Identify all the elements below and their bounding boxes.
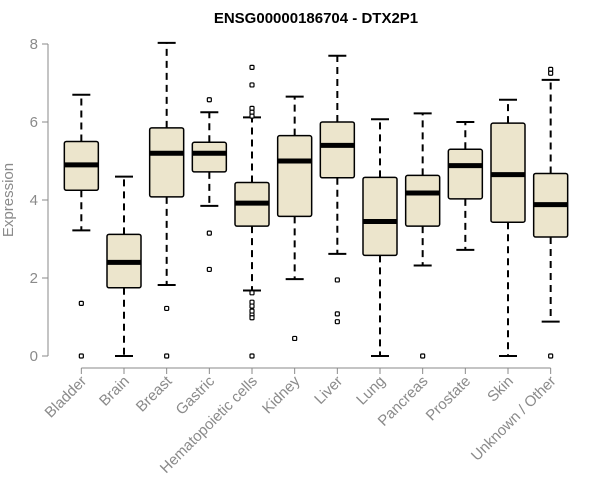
outlier-point (249, 303, 255, 309)
x-tick-label: Liver (311, 373, 346, 408)
box (319, 121, 356, 179)
outlier-point (249, 64, 255, 71)
outlier-point (78, 353, 84, 359)
outlier-point (164, 305, 170, 312)
outlier-point (249, 315, 255, 321)
x-tick-label: Kidney (259, 372, 304, 417)
box-group (191, 97, 228, 273)
outlier-point (206, 97, 212, 103)
outlier-point (206, 230, 212, 236)
box (404, 174, 441, 227)
box-group (319, 54, 356, 325)
outlier-point (334, 311, 340, 317)
y-axis-label: Expression (0, 163, 17, 237)
plot-area (63, 41, 569, 359)
outlier-point (548, 353, 554, 359)
x-tick-label: Brain (96, 373, 133, 410)
box-group (234, 64, 270, 359)
y-tick-label: 4 (30, 192, 38, 209)
box-group (63, 93, 100, 359)
box-group (490, 98, 526, 357)
chart-title: ENSG00000186704 - DTX2P1 (214, 10, 418, 27)
box-group (362, 118, 398, 357)
outlier-point (78, 300, 84, 306)
x-tick-label: Lung (353, 373, 389, 409)
x-tick-label: Skin (484, 373, 517, 406)
y-axis: 0 2 4 6 8 (30, 36, 49, 365)
outlier-point (334, 319, 340, 325)
outlier-point (249, 353, 255, 359)
box (447, 148, 484, 200)
outlier-point (249, 113, 255, 119)
y-tick-label: 2 (30, 270, 38, 287)
box-group (404, 112, 441, 359)
x-tick-label: Breast (133, 372, 176, 415)
outlier-point (420, 353, 426, 359)
box-group (276, 95, 313, 342)
outlier-point (548, 70, 554, 76)
x-tick-label: Prostate (423, 373, 475, 425)
box (276, 134, 313, 218)
x-tick-label: Bladder (42, 373, 91, 422)
outlier-point (164, 353, 170, 359)
outlier-point (206, 266, 212, 273)
outlier-point (249, 290, 255, 296)
box-group (447, 121, 484, 251)
box (191, 141, 228, 173)
outlier-point (334, 277, 340, 283)
outlier-point (292, 335, 298, 342)
box (148, 127, 185, 198)
box-group (148, 41, 185, 359)
y-tick-label: 8 (30, 36, 38, 53)
y-tick-label: 6 (30, 114, 38, 131)
box-group (532, 66, 569, 359)
box (362, 176, 398, 257)
y-tick-label: 0 (30, 348, 38, 365)
box-group (106, 175, 142, 357)
outlier-point (249, 82, 255, 88)
